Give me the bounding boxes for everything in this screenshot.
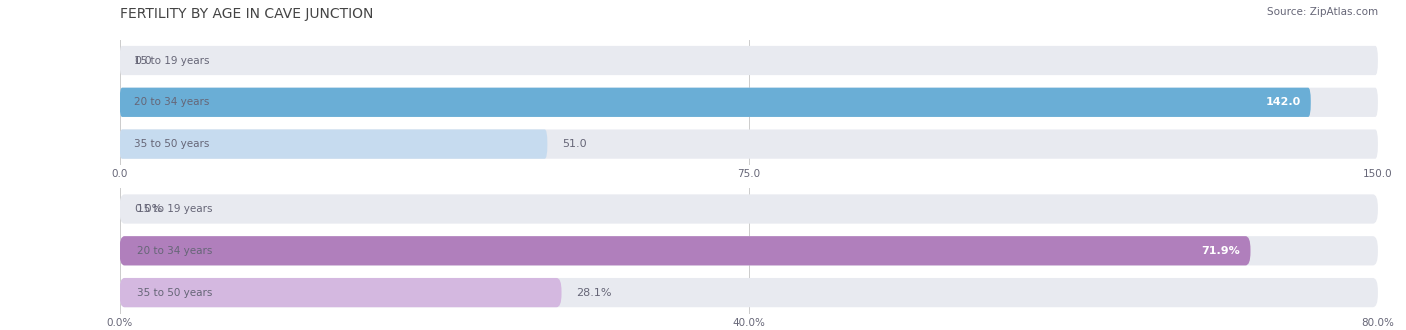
FancyBboxPatch shape	[120, 46, 1378, 75]
Text: 0.0: 0.0	[135, 55, 152, 65]
FancyBboxPatch shape	[120, 236, 1378, 265]
Text: FERTILITY BY AGE IN CAVE JUNCTION: FERTILITY BY AGE IN CAVE JUNCTION	[120, 7, 373, 20]
FancyBboxPatch shape	[120, 129, 547, 159]
FancyBboxPatch shape	[120, 88, 1378, 117]
Text: 28.1%: 28.1%	[576, 288, 612, 298]
Text: 71.9%: 71.9%	[1202, 246, 1240, 256]
Text: Source: ZipAtlas.com: Source: ZipAtlas.com	[1267, 7, 1378, 16]
Text: 0.0%: 0.0%	[135, 204, 163, 214]
Text: 15 to 19 years: 15 to 19 years	[134, 55, 209, 65]
Text: 20 to 34 years: 20 to 34 years	[134, 97, 209, 107]
FancyBboxPatch shape	[120, 129, 1378, 159]
Text: 20 to 34 years: 20 to 34 years	[138, 246, 212, 256]
FancyBboxPatch shape	[120, 194, 1378, 224]
FancyBboxPatch shape	[120, 278, 1378, 307]
FancyBboxPatch shape	[120, 278, 561, 307]
FancyBboxPatch shape	[120, 88, 1310, 117]
Text: 35 to 50 years: 35 to 50 years	[138, 288, 212, 298]
Text: 142.0: 142.0	[1265, 97, 1301, 107]
FancyBboxPatch shape	[120, 236, 1250, 265]
Text: 51.0: 51.0	[562, 139, 588, 149]
Text: 15 to 19 years: 15 to 19 years	[138, 204, 212, 214]
Text: 35 to 50 years: 35 to 50 years	[134, 139, 209, 149]
